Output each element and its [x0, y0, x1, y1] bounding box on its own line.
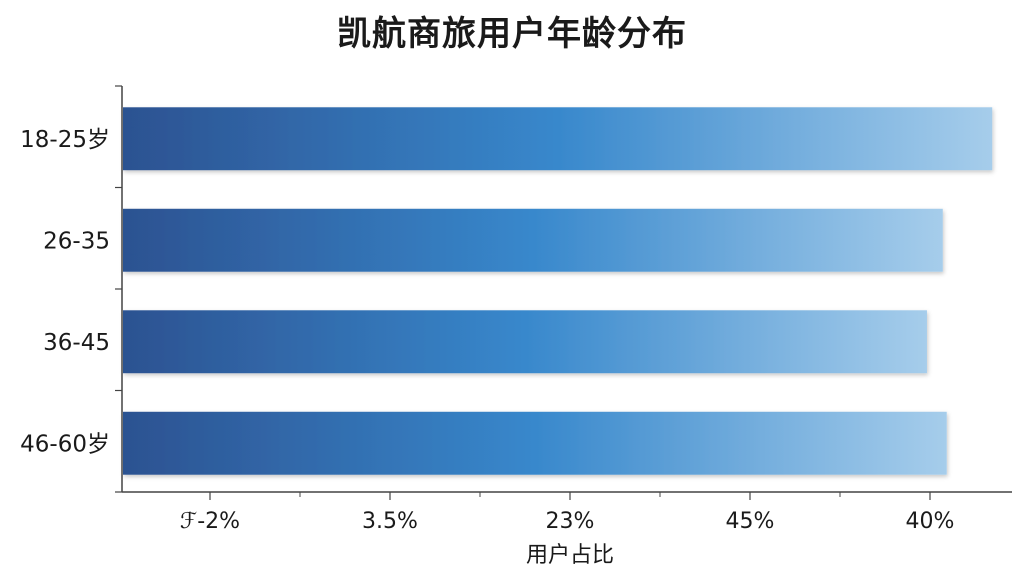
- x-tick-label-1: 3.5%: [362, 509, 418, 534]
- labels-layer: 18-25岁 26-35 36-45 46-60岁 ℱ-2% 3.5% 23% 45% 40%: [20, 127, 954, 534]
- bar-2: [123, 310, 927, 374]
- bar-0: [123, 107, 993, 171]
- category-label-3: 46-60岁: [20, 431, 110, 457]
- bars-layer: [123, 107, 993, 475]
- x-tick-label-4: 40%: [906, 509, 955, 534]
- x-axis-title: 用户占比: [526, 543, 614, 568]
- bar-1: [123, 208, 943, 272]
- bar-3: [123, 411, 947, 475]
- x-tick-label-2: 23%: [546, 509, 595, 534]
- category-label-0: 18-25岁: [20, 127, 110, 153]
- x-tick-label-0: ℱ-2%: [180, 509, 240, 534]
- category-label-2: 36-45: [43, 330, 110, 356]
- x-tick-label-3: 45%: [726, 509, 775, 534]
- axes-layer: [115, 85, 1012, 500]
- chart-title: 凯航商旅用户年龄分布: [337, 14, 687, 54]
- category-label-1: 26-35: [43, 228, 110, 254]
